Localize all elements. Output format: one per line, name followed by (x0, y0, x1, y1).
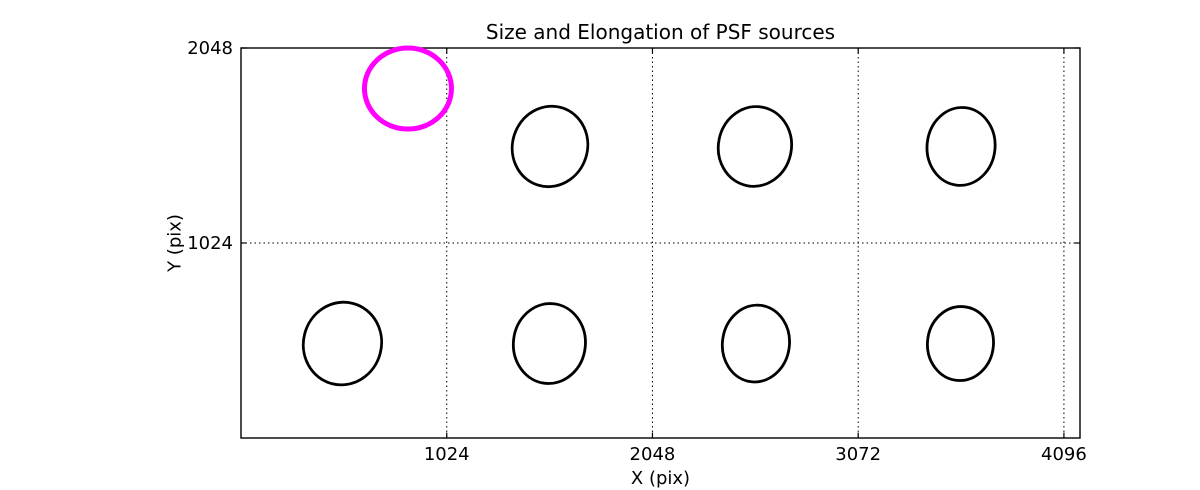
psf-source-ellipse (511, 302, 587, 385)
x-tick-label: 4096 (1041, 444, 1087, 465)
psf-source-ellipse (925, 106, 997, 187)
psf-source-ellipse (926, 305, 995, 382)
y-tick-label: 1024 (187, 233, 233, 254)
y-axis-label: Y (pix) (164, 214, 186, 272)
x-axis-label: X (pix) (630, 468, 691, 489)
psf-source-ellipse (510, 104, 590, 189)
psf-source-ellipse (301, 300, 384, 387)
x-tick-label: 2048 (630, 444, 676, 465)
psf-source-ellipse (716, 105, 793, 188)
highlighted-psf-source-ellipse (361, 45, 454, 132)
chart-title: Size and Elongation of PSF sources (485, 20, 836, 44)
x-tick-label: 1024 (424, 444, 470, 465)
y-tick-label: 2048 (187, 38, 233, 59)
psf-source-ellipse (720, 303, 791, 384)
x-tick-label: 3072 (835, 444, 881, 465)
